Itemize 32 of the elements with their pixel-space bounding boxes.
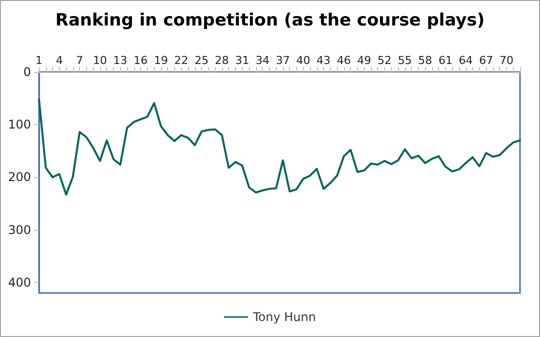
y-tick-label: 0 — [23, 65, 31, 79]
x-tick-label: 22 — [174, 54, 188, 67]
x-tick-label: 25 — [194, 54, 209, 67]
x-tick-label: 70 — [499, 54, 514, 67]
chart-title: Ranking in competition (as the course plays) — [55, 10, 485, 30]
x-tick-label: 1 — [36, 54, 42, 67]
x-tick-label: 46 — [336, 54, 351, 67]
y-tick-label: 100 — [8, 118, 31, 132]
x-tick-label: 37 — [276, 54, 290, 67]
x-tick-label: 67 — [479, 54, 494, 67]
x-tick-label: 58 — [418, 54, 432, 67]
x-tick-label: 4 — [56, 54, 63, 67]
x-tick-label: 49 — [357, 54, 372, 67]
x-tick-label: 61 — [438, 54, 452, 67]
x-tick-label: 19 — [154, 54, 168, 67]
x-tick-label: 31 — [235, 54, 250, 67]
y-tick-label: 400 — [8, 275, 31, 290]
x-tick-label: 43 — [316, 54, 331, 67]
x-tick-label: 40 — [296, 54, 310, 67]
y-tick-label: 300 — [8, 222, 31, 237]
x-tick-label: 13 — [113, 54, 128, 67]
y-tick-label: 200 — [8, 170, 31, 184]
x-tick-label: 64 — [458, 54, 473, 67]
legend-label: Tony Hunn — [252, 310, 316, 324]
x-tick-label: 34 — [256, 54, 270, 67]
x-tick-label: 10 — [92, 54, 107, 67]
x-tick-label: 28 — [214, 54, 229, 67]
x-tick-label: 16 — [134, 54, 148, 67]
x-tick-label: 55 — [398, 54, 412, 67]
x-tick-label: 52 — [378, 54, 392, 67]
x-tick-label: 7 — [76, 54, 84, 67]
line-series — [38, 98, 521, 196]
